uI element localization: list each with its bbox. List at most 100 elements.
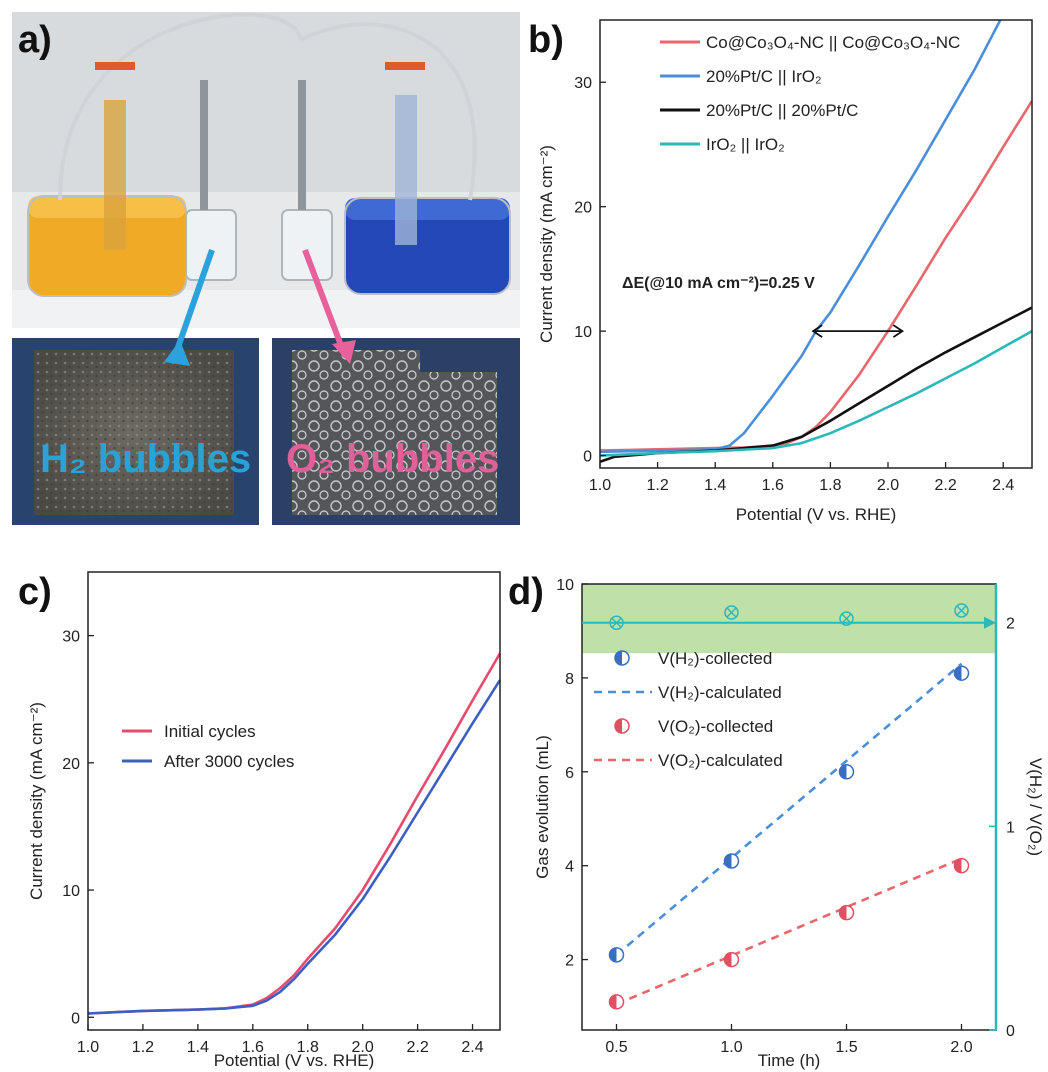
legend-entry: V(H₂)-calculated xyxy=(658,683,782,702)
chart-d: 0.5 1.0 1.5 2.0 2 4 6 8 10 0 1 2 Time (h) Gas evoluti… xyxy=(533,577,1045,1070)
x-tick-label: 1.0 xyxy=(720,1039,742,1056)
y-tick-label: 0 xyxy=(583,449,592,466)
x-tick-label: 2.4 xyxy=(461,1039,483,1056)
ratio-marker-circle xyxy=(609,615,624,630)
small-cell-right xyxy=(281,209,333,281)
marker-fill xyxy=(615,651,622,665)
ratio-marker-cross xyxy=(726,607,737,618)
marker-fill xyxy=(839,905,847,920)
ratio-point xyxy=(724,605,739,620)
marker-fill xyxy=(609,994,617,1009)
delta-e-arrowhead-right xyxy=(892,324,905,338)
chart-c: 1.0 1.2 1.4 1.6 1.8 2.0 2.2 2.4 0 10 20 30 Potential… xyxy=(27,571,502,1070)
ratio-marker-cross xyxy=(611,617,622,628)
legend-entry: 20%Pt/C || 20%Pt/C xyxy=(706,101,858,120)
marker-fill xyxy=(954,858,962,873)
series-line-4 xyxy=(600,329,1032,457)
o2-bubbles-label: O₂ bubbles xyxy=(286,437,499,481)
o2-collected-point xyxy=(608,994,625,1010)
small-cell-left xyxy=(185,209,237,281)
delta-e-arrowhead-left xyxy=(811,324,823,338)
y-tick-label: 10 xyxy=(574,324,592,341)
series-line-2 xyxy=(87,679,502,1015)
x-tick-label: 1.6 xyxy=(762,477,784,494)
y2-tick-label: 2 xyxy=(1006,616,1015,633)
h2-collected-point xyxy=(723,853,740,869)
panel-label-b: b) xyxy=(528,19,564,61)
y-axis-label: Current density (mA cm⁻²) xyxy=(537,145,556,343)
marker-fill xyxy=(954,666,962,681)
tubing-left xyxy=(58,12,302,201)
ratio-point xyxy=(609,615,624,630)
y-tick-label: 30 xyxy=(62,629,80,646)
y-tick-label: 10 xyxy=(62,883,80,900)
x-tick-label: 1.2 xyxy=(646,477,668,494)
y-tick-label: 0 xyxy=(71,1010,80,1027)
y-tick-label: 30 xyxy=(574,75,592,92)
ratio-arrowhead xyxy=(984,616,996,629)
ratio-marker-circle xyxy=(724,605,739,620)
marker-fill xyxy=(609,947,617,962)
ratio-marker-cross xyxy=(841,613,852,624)
x-tick-label: 0.5 xyxy=(605,1039,627,1056)
legend-entry: 20%Pt/C || IrO₂ xyxy=(706,67,822,86)
legend-entry: IrO₂ || IrO₂ xyxy=(706,135,785,154)
marker-fill xyxy=(724,952,732,967)
ratio-marker-circle xyxy=(839,611,854,626)
series-line-1 xyxy=(87,652,502,1015)
x-tick-label: 1.0 xyxy=(77,1039,99,1056)
x-axis-label: Potential (V vs. RHE) xyxy=(736,505,897,524)
y-tick-label: 8 xyxy=(565,671,574,688)
y2-tick-label: 1 xyxy=(1006,819,1015,836)
marker-fill xyxy=(615,719,622,733)
legend-marker xyxy=(614,718,630,734)
tubing-right xyxy=(299,22,477,201)
legend-marker xyxy=(614,650,630,666)
plot-frame-b xyxy=(599,19,1033,469)
right-beaker xyxy=(344,197,511,295)
legend-entry: V(H₂)-collected xyxy=(658,649,772,668)
y-axis-label: Gas evolution (mL) xyxy=(533,735,552,879)
panel-label-a: a) xyxy=(18,19,52,61)
x-tick-label: 1.8 xyxy=(297,1039,319,1056)
h2-arrow xyxy=(172,249,215,357)
h2-bubbles-label: H₂ bubbles xyxy=(40,437,251,481)
y2-axis-label: V(H₂) / V(O₂) xyxy=(1026,758,1045,856)
x-tick-label: 1.2 xyxy=(132,1039,154,1056)
o2-collected-point xyxy=(953,857,970,874)
x-tick-label: 1.8 xyxy=(819,477,841,494)
series-line-1 xyxy=(600,100,1032,452)
x-tick-label: 2.2 xyxy=(934,477,956,494)
right-burette xyxy=(395,95,417,245)
ratio-point xyxy=(839,611,854,626)
y-tick-label: 10 xyxy=(556,577,574,594)
h2-collected-point xyxy=(838,764,855,780)
ratio-marker-circle xyxy=(954,603,969,618)
y-axis-label: Current density (mA cm⁻²) xyxy=(27,702,46,900)
marker-fill xyxy=(839,764,847,779)
h2-collected-point xyxy=(953,665,970,681)
y-tick-label: 20 xyxy=(574,200,592,217)
x-tick-label: 1.0 xyxy=(589,477,611,494)
x-axis-label: Potential (V vs. RHE) xyxy=(214,1051,375,1070)
x-tick-label: 1.4 xyxy=(187,1039,209,1056)
legend-entry: Initial cycles xyxy=(164,722,256,741)
chart-b: 1.0 1.2 1.4 1.6 1.8 2.0 2.2 2.4 0 10 20 30 Potential… xyxy=(537,19,1033,524)
panel-label-c: c) xyxy=(18,571,52,613)
ratio-point xyxy=(954,603,969,618)
y2-tick-label: 0 xyxy=(1006,1023,1015,1040)
y-tick-label: 4 xyxy=(565,859,574,876)
o2-arrow xyxy=(302,248,348,358)
o2-calculated-line xyxy=(615,857,963,1006)
x-tick-label: 1.4 xyxy=(704,477,726,494)
x-tick-label: 1.6 xyxy=(242,1039,264,1056)
series-group-b xyxy=(600,20,1032,464)
legend-entry: V(O₂)-calculated xyxy=(658,751,783,770)
y-tick-label: 2 xyxy=(565,953,574,970)
h2-calculated-line xyxy=(615,662,963,956)
x-tick-label: 2.0 xyxy=(352,1039,374,1056)
x-tick-label: 2.0 xyxy=(950,1039,972,1056)
ratio-marker-cross xyxy=(956,605,967,616)
left-burette xyxy=(104,100,126,250)
y-tick-label: 20 xyxy=(62,756,80,773)
